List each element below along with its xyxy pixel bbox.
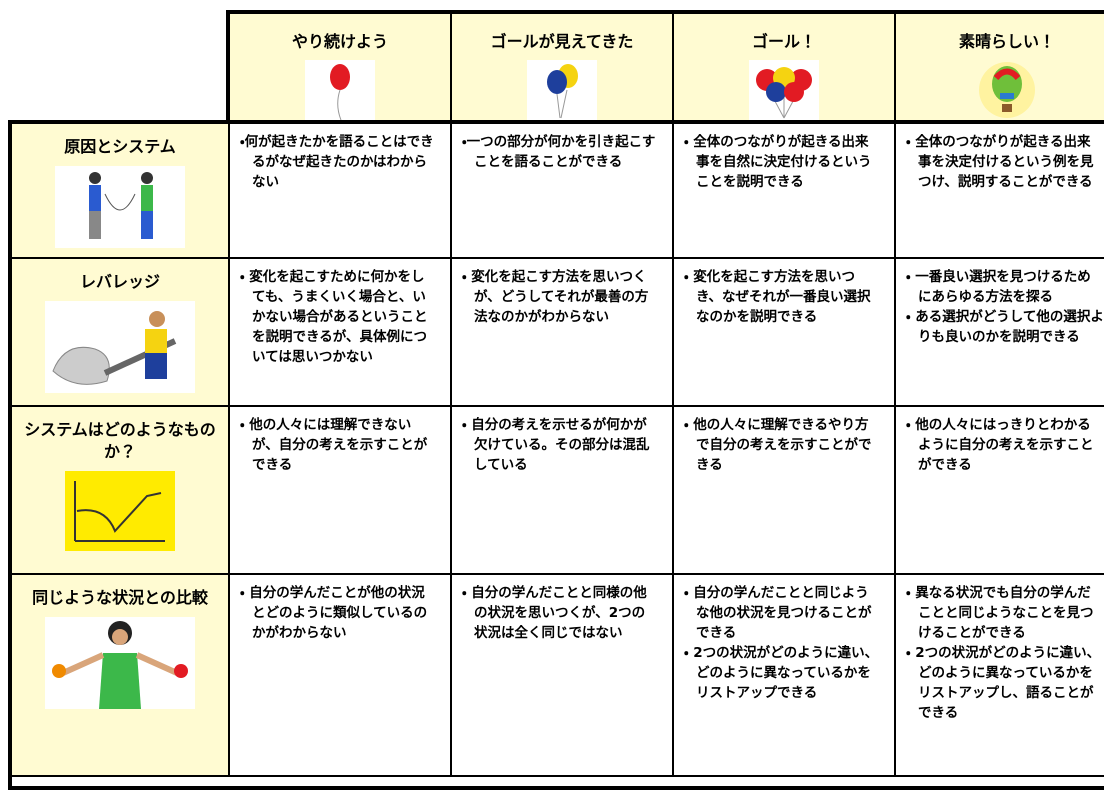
table-cell: ・ 変化を起こす方法を思いつくが、どうしてそれが最善の方法なのかがわからない (450, 257, 674, 407)
bullet-item: ・ 自分の学んだことが他の状況とどのように類似しているのかがわからない (240, 585, 428, 641)
illustration (55, 166, 185, 248)
table-cell: ・ 自分の学んだことと同じような他の状況を見つけることができる・ 2つの状況がど… (672, 573, 896, 777)
bullet-item: ・ 全体のつながりが起きる出来事を自然に決定付けるということを説明できる (684, 134, 872, 190)
column-header: 素晴らしい！ (894, 12, 1104, 124)
row-label: システムはどのようなものか？ (24, 420, 216, 461)
table-cell: ・ 全体のつながりが起きる出来事を決定付けるという例を見つけ、説明することができ… (894, 122, 1104, 259)
bullet-item: ・ ある選択がどうして他の選択よりも良いのかを説明できる (906, 309, 1104, 345)
bullet-item: ・ 全体のつながりが起きる出来事を決定付けるという例を見つけ、説明することができ… (906, 134, 1094, 190)
illustration (45, 301, 195, 393)
table-cell: ・ 自分の考えを示せるが何かが欠けている。その部分は混乱している (450, 405, 674, 575)
bullet-item: ・一つの部分が何かを引き起こすことを語ることができる (462, 134, 656, 170)
illustration (972, 60, 1042, 120)
row-header: レバレッジ (10, 257, 230, 407)
row-label: 原因とシステム (64, 137, 176, 156)
bullet-item: ・ 自分の学んだことと同様の他の状況を思いつくが、2つの状況は全く同じではない (462, 585, 647, 641)
table-cell: ・ 他の人々にはっきりとわかるように自分の考えを示すことができる (894, 405, 1104, 575)
bullet-item: ・ 変化を起こすために何かをしても、うまくいく場合と、いかない場合があるというこ… (240, 269, 428, 365)
bullet-item: ・ 他の人々に理解できるやり方で自分の考えを示すことができる (684, 417, 872, 473)
bullet-item: ・何が起きたかを語ることはできるがなぜ起きたのかはわからない (240, 134, 434, 190)
illustration (305, 60, 375, 120)
row-label: 同じような状況との比較 (32, 588, 208, 607)
table-cell: ・ 変化を起こすために何かをしても、うまくいく場合と、いかない場合があるというこ… (228, 257, 452, 407)
table-cell: ・ 変化を起こす方法を思いつき、なぜそれが一番良い選択なのかを説明できる (672, 257, 896, 407)
illustration (45, 617, 195, 709)
illustration (527, 60, 597, 120)
column-title: 素晴らしい！ (958, 32, 1055, 51)
table-cell: ・ 自分の学んだことと同様の他の状況を思いつくが、2つの状況は全く同じではない (450, 573, 674, 777)
bullet-item: ・ 変化を起こす方法を思いつき、なぜそれが一番良い選択なのかを説明できる (684, 269, 871, 325)
bullet-item: ・ 自分の学んだことと同じような他の状況を見つけることができる (684, 585, 872, 641)
illustration (65, 471, 175, 551)
table-cell: ・ 異なる状況でも自分の学んだことと同じようなことを見つけることができる・ 2つ… (894, 573, 1104, 777)
column-title: やり続けよう (291, 32, 388, 51)
row-header: システムはどのようなものか？ (10, 405, 230, 575)
bullet-item: ・ 2つの状況がどのように違い、どのように異なっているかをリストアップできる (684, 645, 879, 701)
bullet-item: ・ 異なる状況でも自分の学んだことと同じようなことを見つけることができる (906, 585, 1094, 641)
table-cell: ・何が起きたかを語ることはできるがなぜ起きたのかはわからない (228, 122, 452, 259)
row-header: 原因とシステム (10, 122, 230, 259)
bullet-item: ・ 他の人々には理解できないが、自分の考えを示すことができる (240, 417, 428, 473)
bullet-item: ・ 2つの状況がどのように違い、どのように異なっているかをリストアップし、語るこ… (906, 645, 1101, 721)
bullet-item: ・ 変化を起こす方法を思いつくが、どうしてそれが最善の方法なのかがわからない (462, 269, 649, 325)
table-cell: ・ 自分の学んだことが他の状況とどのように類似しているのかがわからない (228, 573, 452, 777)
table-cell: ・ 他の人々には理解できないが、自分の考えを示すことができる (228, 405, 452, 575)
table-cell: ・ 一番良い選択を見つけるためにあらゆる方法を探る・ ある選択がどうして他の選択… (894, 257, 1104, 407)
table-cell: ・ 全体のつながりが起きる出来事を自然に決定付けるということを説明できる (672, 122, 896, 259)
column-header: やり続けよう (228, 12, 452, 124)
row-header: 同じような状況との比較 (10, 573, 230, 777)
column-header: ゴールが見えてきた (450, 12, 674, 124)
column-title: ゴールが見えてきた (490, 32, 634, 51)
bullet-item: ・ 他の人々にはっきりとわかるように自分の考えを示すことができる (906, 417, 1094, 473)
column-header: ゴール！ (672, 12, 896, 124)
page: {"table":{ "columns":["やり続けよう","ゴールが見えてき… (8, 10, 1104, 790)
table-cell: ・ 他の人々に理解できるやり方で自分の考えを示すことができる (672, 405, 896, 575)
column-title: ゴール！ (751, 32, 816, 51)
bullet-item: ・ 自分の考えを示せるが何かが欠けている。その部分は混乱している (462, 417, 650, 473)
table-cell: ・一つの部分が何かを引き起こすことを語ることができる (450, 122, 674, 259)
row-label: レバレッジ (79, 272, 160, 291)
illustration (749, 60, 819, 120)
bullet-item: ・ 一番良い選択を見つけるためにあらゆる方法を探る (906, 269, 1091, 305)
